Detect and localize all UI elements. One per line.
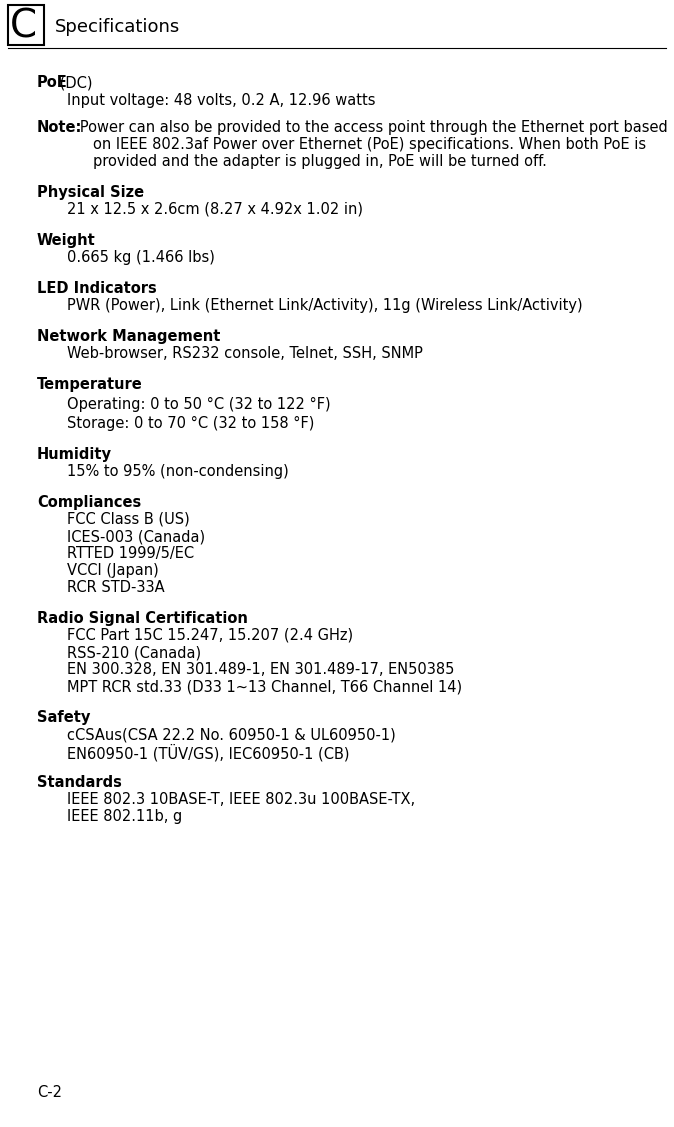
Text: Physical Size: Physical Size [37,185,144,199]
Text: 15% to 95% (non-condensing): 15% to 95% (non-condensing) [67,464,288,479]
Text: Network Management: Network Management [37,329,220,344]
Text: provided and the adapter is plugged in, PoE will be turned off.: provided and the adapter is plugged in, … [93,154,547,169]
Text: Note:: Note: [37,119,82,135]
Text: IEEE 802.11b, g: IEEE 802.11b, g [67,809,182,824]
Text: C: C [10,8,37,46]
Text: IEEE 802.3 10BASE-T, IEEE 802.3u 100BASE-TX,: IEEE 802.3 10BASE-T, IEEE 802.3u 100BASE… [67,792,415,807]
Text: RCR STD-33A: RCR STD-33A [67,580,164,595]
Text: EN 300.328, EN 301.489-1, EN 301.489-17, EN50385: EN 300.328, EN 301.489-1, EN 301.489-17,… [67,662,454,677]
Text: FCC Class B (US): FCC Class B (US) [67,512,190,527]
Text: Temperature: Temperature [37,378,143,392]
Bar [8,5,44,45]
Text: MPT RCR std.33 (D33 1~13 Channel, T66 Channel 14): MPT RCR std.33 (D33 1~13 Channel, T66 Ch… [67,678,462,694]
Text: 0.665 kg (1.466 lbs): 0.665 kg (1.466 lbs) [67,250,215,265]
Text: ICES-003 (Canada): ICES-003 (Canada) [67,529,205,544]
Text: Compliances: Compliances [37,495,142,511]
Text: EN60950-1 (TÜV/GS), IEC60950-1 (CB): EN60950-1 (TÜV/GS), IEC60950-1 (CB) [67,744,350,762]
Text: Weight: Weight [37,233,96,248]
Text: on IEEE 802.3af Power over Ethernet (PoE) specifications. When both PoE is: on IEEE 802.3af Power over Ethernet (PoE… [93,137,646,152]
Text: Safety: Safety [37,710,90,725]
Text: cCSAus(CSA 22.2 No. 60950-1 & UL60950-1): cCSAus(CSA 22.2 No. 60950-1 & UL60950-1) [67,727,396,742]
Text: Radio Signal Certification: Radio Signal Certification [37,611,248,625]
Text: Input voltage: 48 volts, 0.2 A, 12.96 watts: Input voltage: 48 volts, 0.2 A, 12.96 wa… [67,94,375,108]
Text: Humidity: Humidity [37,447,112,462]
Text: Power can also be provided to the access point through the Ethernet port based: Power can also be provided to the access… [67,119,668,135]
Text: Operating: 0 to 50 °C (32 to 122 °F): Operating: 0 to 50 °C (32 to 122 °F) [67,397,331,412]
Text: Standards: Standards [37,775,122,790]
Text: Storage: 0 to 70 °C (32 to 158 °F): Storage: 0 to 70 °C (32 to 158 °F) [67,416,314,431]
Text: Specifications: Specifications [55,18,180,36]
Text: FCC Part 15C 15.247, 15.207 (2.4 GHz): FCC Part 15C 15.247, 15.207 (2.4 GHz) [67,628,353,644]
Text: (DC): (DC) [55,76,92,90]
Text: VCCI (Japan): VCCI (Japan) [67,564,159,578]
Text: RSS-210 (Canada): RSS-210 (Canada) [67,645,201,660]
Text: C-2: C-2 [37,1085,62,1100]
Text: PoE: PoE [37,76,68,90]
Text: LED Indicators: LED Indicators [37,281,157,296]
Text: 21 x 12.5 x 2.6cm (8.27 x 4.92x 1.02 in): 21 x 12.5 x 2.6cm (8.27 x 4.92x 1.02 in) [67,202,363,218]
Text: RTTED 1999/5/EC: RTTED 1999/5/EC [67,545,194,561]
Text: Web-browser, RS232 console, Telnet, SSH, SNMP: Web-browser, RS232 console, Telnet, SSH,… [67,346,423,361]
Text: PWR (Power), Link (Ethernet Link/Activity), 11g (Wireless Link/Activity): PWR (Power), Link (Ethernet Link/Activit… [67,298,582,313]
